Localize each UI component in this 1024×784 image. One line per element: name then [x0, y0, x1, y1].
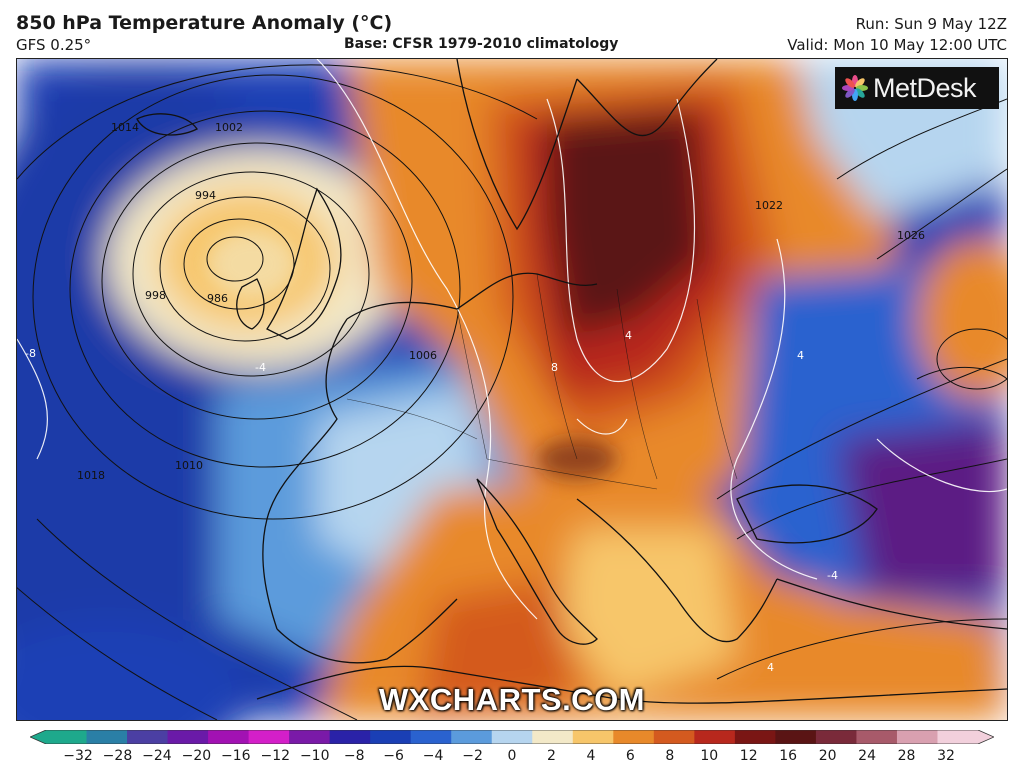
colorbar-segment — [248, 730, 290, 744]
anomaly-label: 8 — [551, 361, 558, 374]
anomaly-label: 4 — [797, 349, 804, 362]
chart-title: 850 hPa Temperature Anomaly (°C) — [16, 12, 393, 34]
isobar-label: 986 — [207, 292, 228, 305]
colorbar-segment — [289, 730, 331, 744]
isobar-label: 1010 — [175, 459, 203, 472]
anomaly-label: -4 — [827, 569, 838, 582]
colorbar-segment — [734, 730, 776, 744]
anomaly-map: 986 994 998 1002 1006 1010 1014 1018 102… — [16, 58, 1008, 721]
base-climatology-label: Base: CFSR 1979-2010 climatology — [344, 36, 619, 52]
metdesk-logo: MetDesk — [835, 67, 999, 109]
isobar-label: 998 — [145, 289, 166, 302]
colorbar-segment — [208, 730, 250, 744]
colorbar-tick-label: 6 — [625, 748, 635, 764]
valid-time-label: Valid: Mon 10 May 12:00 UTC — [787, 36, 1007, 54]
colorbar-tick-label: −20 — [181, 748, 212, 764]
colorbar-max-arrow — [978, 730, 994, 744]
isobar-label: 994 — [195, 189, 216, 202]
colorbar-tick-label: −2 — [462, 748, 483, 764]
anomaly-label: 4 — [625, 329, 632, 342]
anomaly-label: -4 — [255, 361, 266, 374]
isobar-label: 1018 — [77, 469, 105, 482]
run-time-label: Run: Sun 9 May 12Z — [855, 15, 1007, 33]
colorbar-tick-label: −24 — [142, 748, 172, 764]
colorbar-tick-label: 10 — [700, 748, 719, 764]
colorbar-segment — [491, 730, 533, 744]
colorbar-segment — [370, 730, 412, 744]
model-label: GFS 0.25° — [16, 36, 92, 54]
map-canvas: 986 994 998 1002 1006 1010 1014 1018 102… — [17, 59, 1007, 720]
metdesk-logo-text: MetDesk — [873, 72, 977, 103]
colorbar-tick-label: −32 — [63, 748, 93, 764]
colorbar-segment — [896, 730, 938, 744]
isobar-label: 1026 — [897, 229, 925, 242]
colorbar-tick-label: 28 — [897, 748, 916, 764]
colorbar-segment — [937, 730, 979, 744]
colorbar-tick-label: 24 — [858, 748, 876, 764]
colorbar-tick-label: 4 — [586, 748, 596, 764]
colorbar-segment — [329, 730, 371, 744]
colorbar-tick-label: 8 — [665, 748, 675, 764]
isobar-label: 1002 — [215, 121, 243, 134]
isobar-label: 1022 — [755, 199, 783, 212]
wxcharts-watermark: WXCHARTS.COM — [378, 682, 646, 717]
colorbar-segment — [86, 730, 128, 744]
colorbar-segment — [451, 730, 493, 744]
colorbar-segment — [410, 730, 452, 744]
colorbar-tick-label: 12 — [739, 748, 758, 764]
colorbar-min-arrow — [30, 730, 46, 744]
colorbar-tick-label: −6 — [383, 748, 404, 764]
colorbar-segment — [694, 730, 736, 744]
colorbar-segment — [775, 730, 817, 744]
colorbar-segment — [653, 730, 695, 744]
anomaly-label: 4 — [767, 661, 774, 674]
colorbar-tick-label: 0 — [507, 748, 517, 764]
colorbar-tick-label: 16 — [779, 748, 798, 764]
colorbar-tick-label: 20 — [818, 748, 837, 764]
colorbar-tick-label: −28 — [102, 748, 133, 764]
colorbar-tick-label: −4 — [422, 748, 444, 764]
colorbar-segment — [815, 730, 857, 744]
anomaly-label: -8 — [25, 347, 36, 360]
colorbar-segment — [572, 730, 614, 744]
colorbar-segment — [46, 730, 88, 744]
metdesk-flower-icon — [842, 75, 868, 101]
colorbar-tick-label: 32 — [937, 748, 955, 764]
color-scale-bar — [30, 730, 994, 744]
colorbar-segment — [532, 730, 574, 744]
colorbar-tick-label: −8 — [343, 748, 365, 764]
colorbar-tick-label: −10 — [299, 748, 330, 764]
color-scale-ticks: −32 −28 −24 −20 −16 −12 −10 −8 −6 −4 −2 0 2 4 6 8 10 12 16… — [0, 748, 1024, 768]
colorbar-tick-label: −12 — [260, 748, 291, 764]
isobar-label: 1006 — [409, 349, 437, 362]
colorbar-segment — [127, 730, 169, 744]
colorbar-tick-label: 2 — [546, 748, 556, 764]
colorbar-segment — [856, 730, 898, 744]
colorbar-tick-label: −16 — [221, 748, 251, 764]
colorbar-segment — [167, 730, 209, 744]
colorbar-segment — [613, 730, 655, 744]
isobar-label: 1014 — [111, 121, 139, 134]
